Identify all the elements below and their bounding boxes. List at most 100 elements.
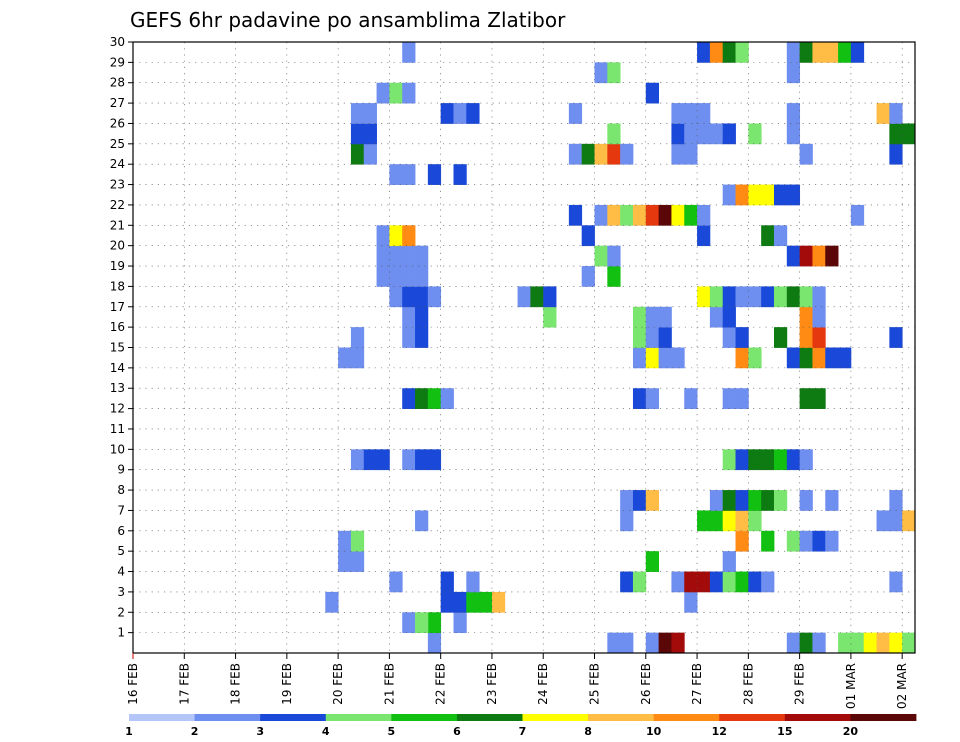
y-tick-label: 1 bbox=[117, 626, 125, 640]
y-tick-label: 3 bbox=[117, 585, 125, 599]
heatmap-cell bbox=[684, 388, 698, 409]
heatmap-cell bbox=[735, 530, 749, 552]
heatmap-cell bbox=[402, 286, 416, 308]
colorbar-tick-label: 2 bbox=[191, 725, 199, 738]
x-tick-label: 01 MAR bbox=[844, 663, 858, 709]
heatmap-cell bbox=[799, 490, 813, 511]
heatmap-cell bbox=[402, 306, 416, 328]
heatmap-cell bbox=[466, 571, 480, 593]
heatmap-cell bbox=[709, 510, 724, 532]
heatmap-cell bbox=[581, 225, 595, 247]
heatmap-cell bbox=[402, 327, 416, 348]
heatmap-cell bbox=[799, 327, 813, 348]
heatmap-cell bbox=[761, 571, 775, 593]
heatmap-cell bbox=[773, 490, 788, 511]
heatmap-cell bbox=[812, 245, 826, 267]
y-tick-label: 30 bbox=[110, 35, 125, 49]
heatmap-cell bbox=[786, 286, 801, 308]
heatmap-cell bbox=[799, 632, 813, 654]
heatmap-cell bbox=[812, 42, 826, 63]
colorbar-tick-label: 12 bbox=[712, 725, 727, 738]
heatmap-cell bbox=[568, 204, 583, 226]
heatmap-cell bbox=[581, 266, 595, 287]
heatmap-cell bbox=[786, 449, 801, 471]
heatmap-cell bbox=[350, 103, 365, 124]
colorbar-tick-label: 10 bbox=[646, 725, 662, 738]
heatmap-cell bbox=[735, 42, 749, 63]
heatmap-cell bbox=[402, 266, 416, 287]
heatmap-cell bbox=[607, 632, 621, 654]
y-tick-label: 12 bbox=[110, 402, 125, 416]
heatmap-cell bbox=[620, 143, 634, 165]
heatmap-cell bbox=[402, 245, 416, 267]
heatmap-cell bbox=[799, 449, 813, 471]
heatmap-cell bbox=[684, 123, 698, 145]
heatmap-cell bbox=[722, 551, 736, 572]
heatmap-cell bbox=[427, 164, 442, 185]
heatmap-cell bbox=[684, 571, 698, 593]
heatmap-cell bbox=[735, 347, 749, 369]
y-tick-label: 20 bbox=[110, 239, 125, 253]
heatmap-cell bbox=[645, 632, 660, 654]
x-tick-label: 29 FEB bbox=[793, 663, 807, 705]
heatmap-cell bbox=[684, 204, 698, 226]
y-tick-label: 11 bbox=[110, 422, 125, 436]
heatmap-cell bbox=[427, 632, 442, 654]
heatmap-cell bbox=[594, 245, 608, 267]
heatmap-cell bbox=[735, 388, 749, 409]
heatmap-cell bbox=[773, 225, 788, 247]
y-tick-label: 23 bbox=[110, 178, 125, 192]
colorbar-swatch bbox=[588, 714, 655, 721]
heatmap-cell bbox=[735, 490, 749, 511]
heatmap-cell bbox=[889, 123, 903, 145]
heatmap-cell bbox=[722, 123, 736, 145]
x-tick-label: 23 FEB bbox=[485, 663, 499, 705]
colorbar-swatch bbox=[522, 714, 589, 721]
heatmap-cell bbox=[812, 632, 826, 654]
heatmap-cell bbox=[722, 184, 736, 206]
x-tick-label: 02 MAR bbox=[895, 663, 909, 709]
heatmap-cell bbox=[363, 143, 377, 165]
heatmap-cell bbox=[402, 612, 416, 634]
y-tick-label: 14 bbox=[110, 361, 125, 375]
heatmap-cell bbox=[799, 388, 813, 409]
x-tick-label: 21 FEB bbox=[382, 663, 396, 705]
y-tick-label: 25 bbox=[110, 137, 125, 151]
heatmap-cell bbox=[889, 327, 903, 348]
heatmap-cell bbox=[594, 62, 608, 84]
heatmap-cell bbox=[632, 490, 647, 511]
heatmap-cell bbox=[632, 388, 647, 409]
colorbar-swatch bbox=[260, 714, 327, 721]
colorbar-swatch bbox=[129, 714, 195, 721]
heatmap-cell bbox=[697, 286, 711, 308]
y-tick-label: 5 bbox=[117, 544, 125, 558]
colorbar-swatch bbox=[719, 714, 786, 721]
heatmap-cell bbox=[889, 632, 903, 654]
colorbar-tick-label: 5 bbox=[388, 725, 396, 738]
heatmap-cell bbox=[902, 632, 916, 654]
heatmap-cell bbox=[889, 490, 903, 511]
heatmap-cell bbox=[722, 286, 736, 308]
heatmap-cell bbox=[645, 327, 660, 348]
heatmap-cell bbox=[812, 347, 826, 369]
heatmap-cell bbox=[735, 286, 749, 308]
heatmap-cell bbox=[902, 510, 916, 532]
heatmap-cell bbox=[684, 143, 698, 165]
y-tick-label: 8 bbox=[117, 483, 125, 497]
y-tick-label: 10 bbox=[110, 442, 125, 456]
heatmap-cell bbox=[338, 347, 352, 369]
heatmap-cell bbox=[684, 103, 698, 124]
heatmap-cell bbox=[325, 591, 339, 613]
heatmap-cell bbox=[645, 551, 660, 572]
y-tick-label: 24 bbox=[110, 157, 125, 171]
heatmap-cell bbox=[722, 327, 736, 348]
heatmap-cell bbox=[645, 490, 660, 511]
heatmap-cell bbox=[594, 143, 608, 165]
heatmap-cell bbox=[786, 245, 801, 267]
heatmap-cell bbox=[389, 266, 403, 287]
colorbar-tick-label: 6 bbox=[453, 725, 461, 738]
y-tick-label: 22 bbox=[110, 198, 125, 212]
heatmap-cell bbox=[850, 42, 865, 63]
heatmap-cells bbox=[325, 42, 916, 654]
heatmap-cell bbox=[799, 286, 813, 308]
